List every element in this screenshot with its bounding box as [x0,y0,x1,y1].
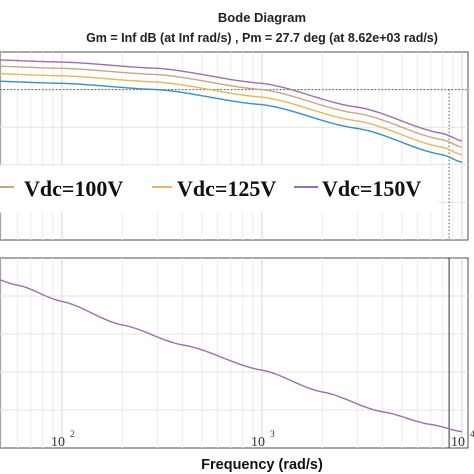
legend-box [0,165,439,213]
x-tick-exponent: 4 [470,430,474,440]
phase-line-vdc-150v [0,278,463,433]
x-tick-exponent: 2 [70,430,75,440]
phase-series [0,278,463,433]
magnitude-line-vdc-150v [0,59,463,142]
magnitude-line-vdc-100v [0,65,463,148]
x-axis-label: Frequency (rad/s) [201,457,323,473]
phase-grid [0,258,468,448]
phase-panel [0,257,469,449]
chart-title: Bode Diagram [218,10,306,25]
chart-subtitle: Gm = Inf dB (at Inf rad/s) , Pm = 27.7 d… [86,31,438,45]
legend-label-vdc100: Vdc=100V [24,176,123,201]
phase-axes-frame [0,257,469,449]
legend-label-vdc125: Vdc=125V [177,176,276,201]
x-tick-label: 10 [451,435,465,450]
magnitude-line-extra-3 [0,80,463,163]
legend-label-vdc150: Vdc=150V [322,176,421,201]
magnitude-series [0,59,463,163]
magnitude-line-vdc-125v [0,73,463,156]
x-tick-exponent: 3 [270,430,275,440]
x-tick-labels: 10 2 10 3 10 4 [51,430,474,450]
x-tick-label: 10 [51,435,65,450]
legend: Vdc=100V Vdc=125V Vdc=150V [0,165,439,213]
x-tick-label: 10 [251,435,265,450]
